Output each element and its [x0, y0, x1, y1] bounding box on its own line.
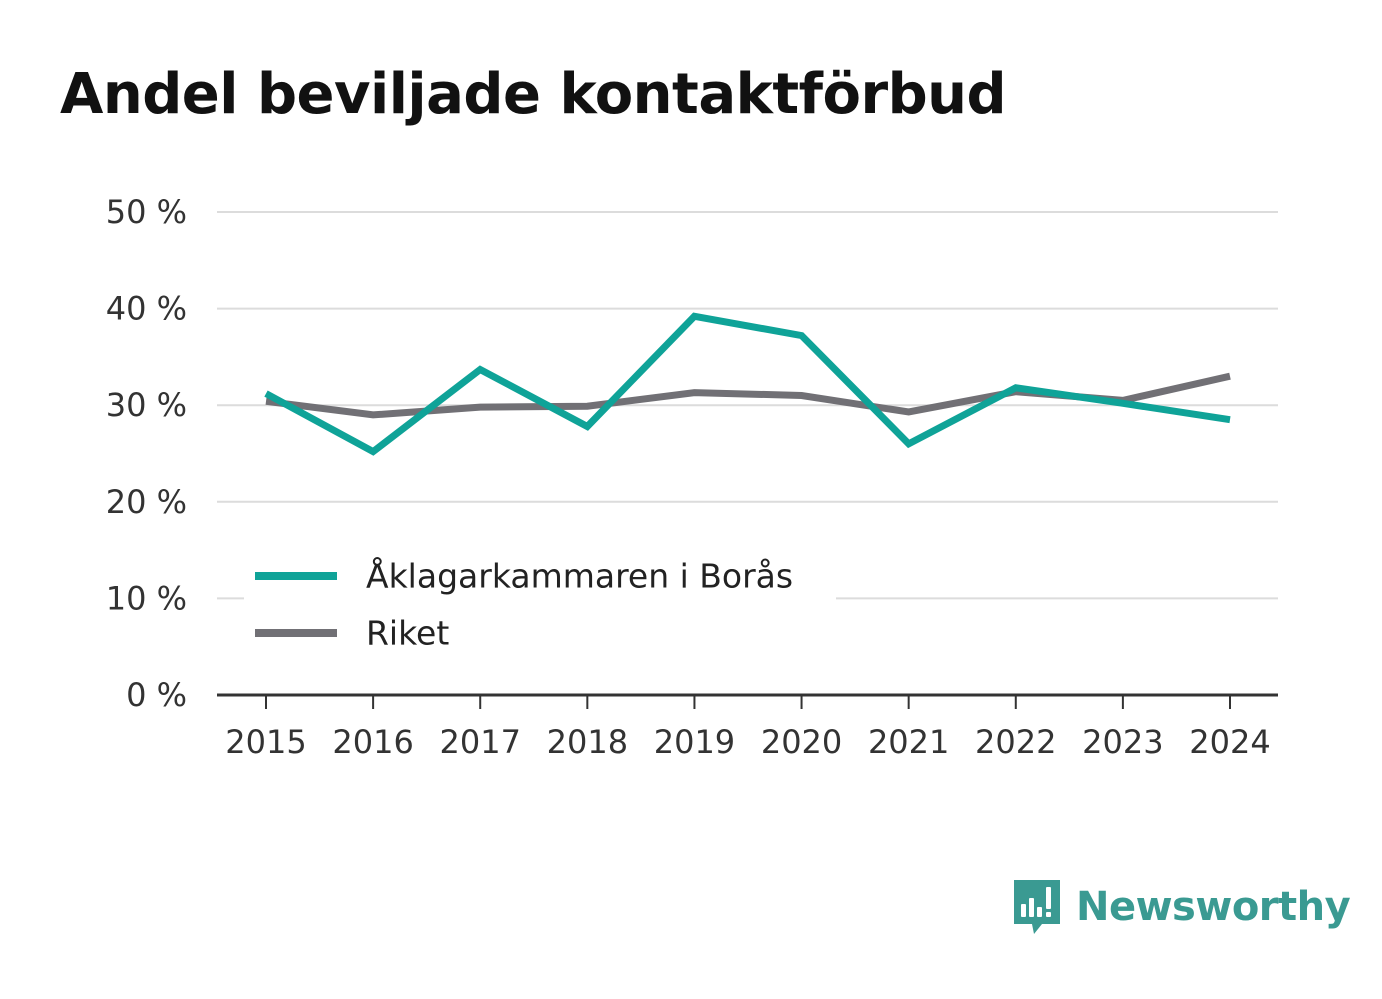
- y-tick-label: 30 %: [106, 386, 187, 424]
- x-axis: 2015 2016 2017 2018 2019 2020 2021 2022 2023 2024: [217, 693, 1278, 761]
- y-tick-label: 20 %: [106, 483, 187, 521]
- series-lines: [264, 312, 1231, 456]
- series-line: [264, 312, 1231, 456]
- newsworthy-logo-icon: [1014, 880, 1060, 934]
- y-axis-tick-labels: 0 % 10 % 20 % 30 % 40 % 50 %: [106, 193, 187, 714]
- x-tick-label: 2015: [225, 723, 306, 761]
- x-tick-label: 2021: [868, 723, 949, 761]
- y-tick-label: 50 %: [106, 193, 187, 231]
- x-tick-label: 2017: [440, 723, 521, 761]
- x-tick-label: 2016: [332, 723, 413, 761]
- y-tick-label: 0 %: [126, 676, 187, 714]
- brand-name: Newsworthy: [1076, 884, 1351, 930]
- x-tick-label: 2022: [975, 723, 1056, 761]
- x-tick-label: 2023: [1082, 723, 1163, 761]
- y-tick-label: 10 %: [106, 579, 187, 617]
- chart-title: Andel beviljade kontaktförbud: [60, 62, 1007, 127]
- legend: Åklagarkammaren i Borås Riket: [244, 546, 836, 658]
- x-tick-label: 2020: [761, 723, 842, 761]
- legend-background: [244, 546, 836, 658]
- x-tick-label: 2019: [654, 723, 735, 761]
- x-tick-label: 2018: [547, 723, 628, 761]
- brand-logo: Newsworthy: [1012, 878, 1351, 936]
- y-tick-label: 40 %: [106, 290, 187, 328]
- x-tick-label: 2024: [1189, 723, 1270, 761]
- legend-label: Riket: [366, 614, 449, 653]
- legend-label: Åklagarkammaren i Borås: [366, 556, 793, 596]
